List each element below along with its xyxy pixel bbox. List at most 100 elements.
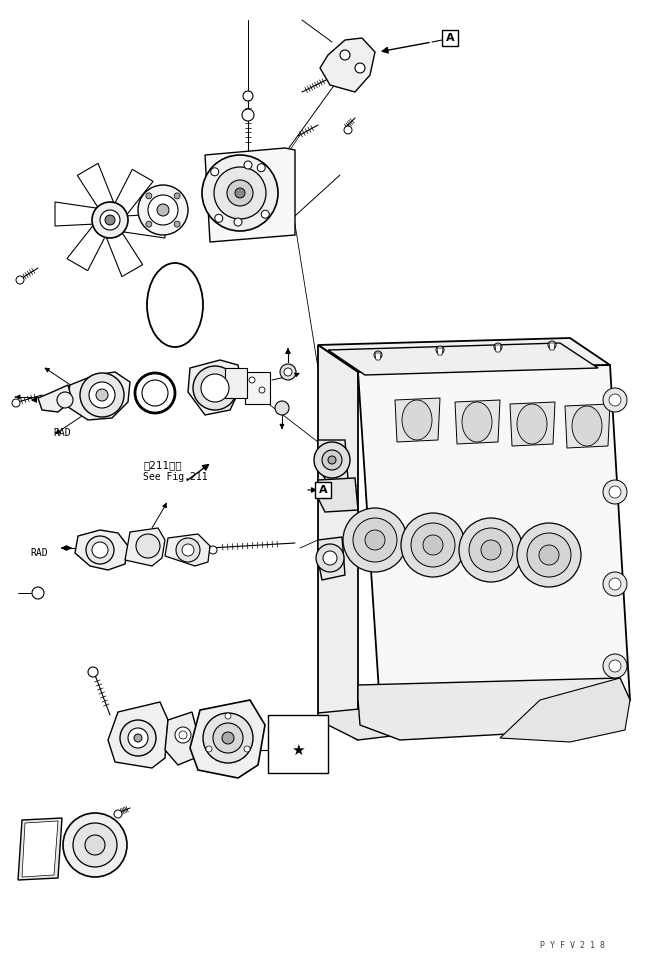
Circle shape — [436, 346, 444, 354]
Text: P Y F V 2 1 8: P Y F V 2 1 8 — [540, 941, 605, 950]
Polygon shape — [78, 164, 114, 210]
Polygon shape — [549, 343, 555, 350]
Circle shape — [203, 713, 253, 763]
Circle shape — [314, 442, 350, 478]
Circle shape — [92, 542, 108, 558]
Polygon shape — [318, 338, 610, 372]
Text: A: A — [446, 33, 454, 43]
Polygon shape — [395, 398, 440, 442]
Text: ★: ★ — [291, 742, 305, 758]
Polygon shape — [565, 404, 610, 448]
Circle shape — [146, 193, 152, 199]
Bar — [442, 30, 458, 46]
Circle shape — [182, 544, 194, 556]
Circle shape — [134, 734, 142, 742]
Text: RAD: RAD — [53, 428, 71, 438]
Polygon shape — [318, 345, 358, 740]
Polygon shape — [38, 385, 72, 412]
Circle shape — [214, 167, 266, 219]
Circle shape — [148, 195, 178, 225]
Text: RAD: RAD — [30, 548, 48, 558]
Circle shape — [193, 366, 237, 410]
Bar — [268, 715, 328, 773]
Circle shape — [142, 380, 168, 406]
Circle shape — [355, 63, 365, 73]
Circle shape — [179, 731, 187, 739]
Bar — [245, 372, 270, 404]
Circle shape — [157, 204, 169, 216]
Polygon shape — [108, 702, 168, 768]
Circle shape — [175, 727, 191, 743]
Circle shape — [244, 161, 252, 169]
Circle shape — [222, 732, 234, 744]
Polygon shape — [205, 148, 295, 242]
Circle shape — [214, 215, 223, 222]
Circle shape — [80, 373, 124, 417]
Polygon shape — [114, 170, 153, 214]
Circle shape — [244, 746, 250, 752]
Polygon shape — [125, 528, 165, 566]
Circle shape — [259, 387, 265, 393]
Polygon shape — [500, 678, 630, 742]
Circle shape — [235, 188, 245, 198]
Circle shape — [57, 392, 73, 408]
Polygon shape — [18, 818, 62, 880]
Circle shape — [201, 374, 229, 402]
Polygon shape — [124, 214, 165, 238]
Bar — [315, 482, 331, 498]
Circle shape — [343, 508, 407, 572]
Polygon shape — [455, 400, 500, 444]
Circle shape — [323, 551, 337, 565]
Circle shape — [234, 218, 242, 226]
Circle shape — [365, 530, 385, 550]
Circle shape — [135, 373, 175, 413]
Ellipse shape — [147, 263, 203, 347]
Polygon shape — [188, 360, 242, 415]
Text: See Fig.211: See Fig.211 — [143, 472, 207, 482]
Circle shape — [176, 538, 200, 562]
Circle shape — [89, 382, 115, 408]
Circle shape — [469, 528, 513, 572]
Polygon shape — [375, 353, 381, 360]
Circle shape — [257, 164, 266, 171]
Circle shape — [174, 221, 180, 227]
Circle shape — [603, 572, 627, 596]
Circle shape — [213, 723, 243, 753]
Circle shape — [322, 450, 342, 470]
Polygon shape — [318, 537, 345, 580]
Circle shape — [100, 210, 120, 230]
Circle shape — [128, 728, 148, 748]
Circle shape — [609, 578, 621, 590]
Text: 第211图参: 第211图参 — [143, 460, 182, 470]
Circle shape — [206, 746, 212, 752]
Circle shape — [328, 456, 336, 464]
Polygon shape — [165, 534, 210, 566]
Circle shape — [609, 394, 621, 406]
Circle shape — [88, 667, 98, 677]
Circle shape — [459, 518, 523, 582]
Circle shape — [494, 343, 502, 351]
Circle shape — [120, 720, 156, 756]
Circle shape — [114, 810, 122, 818]
Polygon shape — [510, 402, 555, 446]
Circle shape — [32, 587, 44, 599]
Polygon shape — [318, 700, 630, 740]
Circle shape — [249, 377, 255, 383]
Circle shape — [174, 193, 180, 199]
Circle shape — [146, 221, 152, 227]
Circle shape — [517, 523, 581, 587]
Circle shape — [353, 518, 397, 562]
Circle shape — [63, 813, 127, 877]
Circle shape — [603, 480, 627, 504]
Circle shape — [340, 50, 350, 60]
Polygon shape — [328, 343, 598, 375]
Polygon shape — [75, 530, 128, 570]
Polygon shape — [495, 345, 501, 352]
Ellipse shape — [572, 406, 602, 446]
Polygon shape — [107, 230, 143, 277]
Circle shape — [609, 486, 621, 498]
Circle shape — [401, 513, 465, 577]
Circle shape — [242, 109, 254, 121]
Circle shape — [227, 180, 253, 206]
Circle shape — [481, 540, 501, 560]
